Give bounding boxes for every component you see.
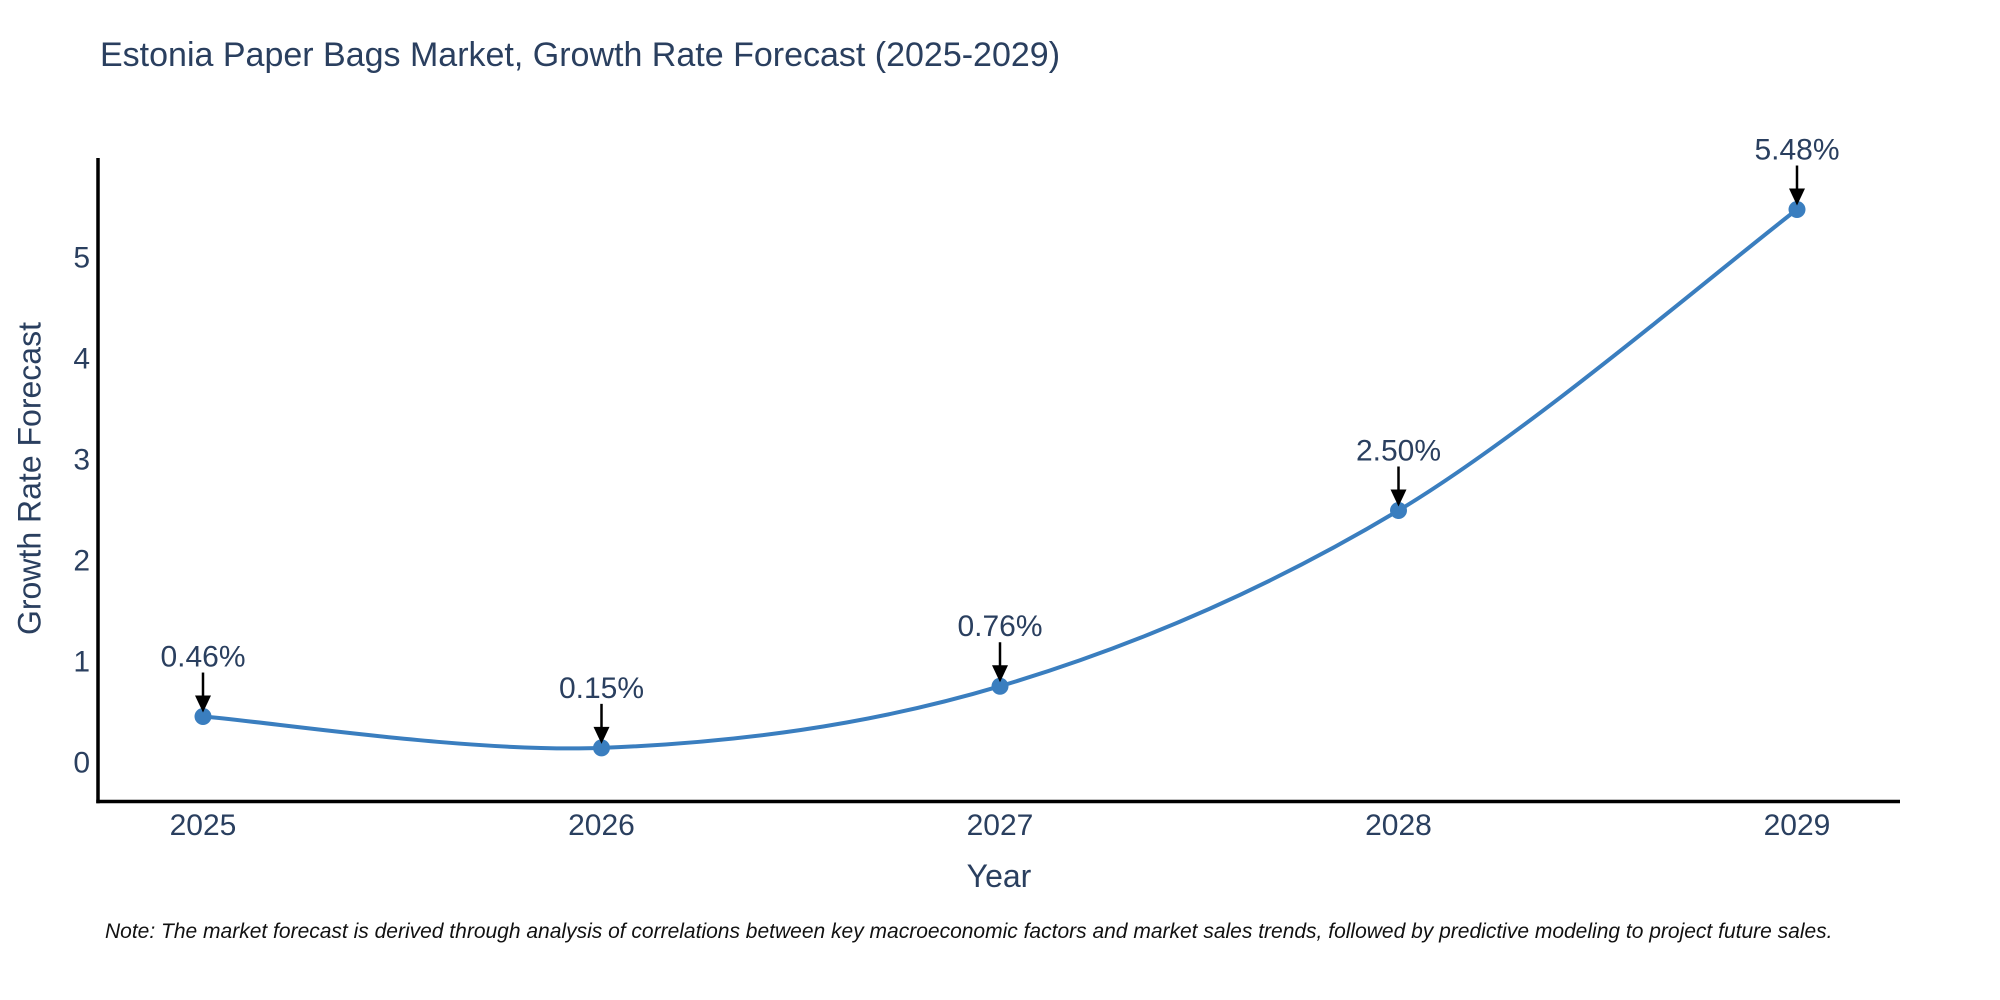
data-point-marker[interactable]	[1390, 502, 1407, 519]
point-annotation-label: 5.48%	[1754, 134, 1839, 167]
point-annotation-label: 0.15%	[559, 672, 644, 705]
y-tick-label: 3	[73, 444, 90, 477]
annotation-arrow-head	[992, 665, 1008, 683]
data-point-marker[interactable]	[991, 677, 1009, 695]
y-tick-label: 0	[73, 747, 90, 780]
data-point-marker[interactable]	[1788, 201, 1806, 219]
y-tick-label: 2	[73, 545, 90, 578]
y-tick-label: 4	[73, 343, 90, 376]
annotation-arrow-head	[1789, 188, 1805, 206]
x-axis-title: Year	[966, 858, 1032, 894]
footnote: Note: The market forecast is derived thr…	[105, 920, 1833, 943]
data-point-marker[interactable]	[593, 739, 610, 757]
point-annotation-label: 0.46%	[160, 641, 245, 674]
x-tick-label: 2029	[1764, 809, 1831, 842]
annotation-arrow-head	[593, 726, 610, 744]
annotation-arrow-head	[195, 695, 211, 713]
x-tick-label: 2026	[568, 809, 635, 842]
data-point-marker[interactable]	[194, 708, 212, 726]
axes-layer: 0 1 2 3 4 5 2025 2026 2027 2028 2029	[73, 158, 1900, 842]
x-tick-label: 2025	[170, 809, 237, 842]
chart-title: Estonia Paper Bags Market, Growth Rate F…	[100, 36, 1061, 74]
annotation-arrow-head	[1390, 489, 1407, 507]
x-tick-label: 2028	[1365, 809, 1432, 842]
annotation-layer: 0.46% 0.15% 0.76% 2.50% 5.48%	[160, 134, 1840, 744]
point-annotation-label: 2.50%	[1356, 435, 1441, 468]
series-layer	[194, 201, 1806, 757]
point-annotation-label: 0.76%	[957, 610, 1042, 643]
y-tick-label: 1	[73, 646, 90, 679]
x-tick-label: 2027	[967, 809, 1034, 842]
y-tick-label: 5	[73, 242, 90, 275]
